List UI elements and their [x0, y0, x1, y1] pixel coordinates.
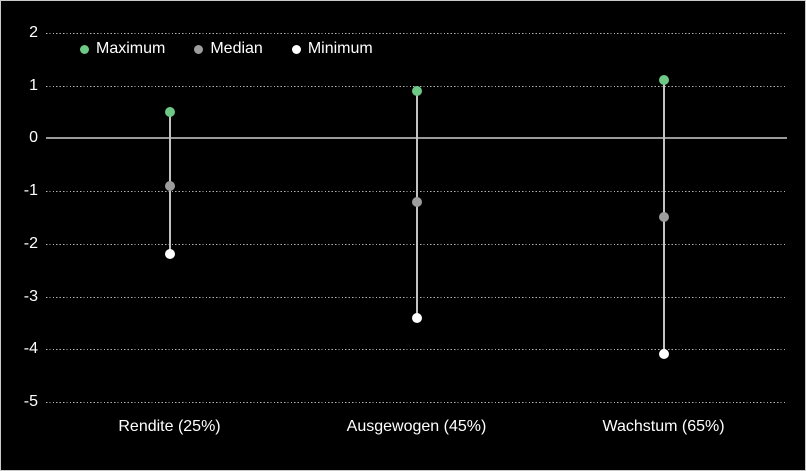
legend-item-median: Median — [194, 40, 263, 58]
data-point-minimum — [411, 312, 422, 323]
gridline — [46, 33, 787, 34]
y-tick-label: 2 — [29, 24, 38, 41]
data-point-minimum — [658, 349, 669, 360]
data-point-maximum — [411, 85, 422, 96]
data-point-median — [164, 180, 175, 191]
legend: Maximum Median Minimum — [80, 40, 373, 58]
y-tick-label: -4 — [23, 340, 38, 358]
y-tick-label: -1 — [23, 182, 38, 200]
data-point-maximum — [658, 75, 669, 86]
y-tick-label: -3 — [23, 287, 38, 305]
maximum-marker-icon — [80, 44, 89, 54]
legend-item-minimum: Minimum — [291, 40, 373, 58]
legend-label-median: Median — [210, 40, 263, 57]
data-point-minimum — [164, 249, 175, 260]
y-tick-label: 0 — [29, 129, 38, 147]
data-point-median — [411, 196, 422, 207]
median-marker-icon — [194, 44, 204, 54]
gridline — [46, 401, 787, 403]
category-label: Ausgewogen (45%) — [346, 418, 487, 435]
gridline — [46, 349, 787, 351]
legend-item-maximum: Maximum — [80, 40, 165, 58]
y-tick-label: 1 — [29, 76, 38, 94]
y-tick-label: -2 — [23, 234, 38, 252]
y-tick-label: -5 — [23, 392, 38, 410]
legend-label-maximum: Maximum — [96, 40, 166, 57]
legend-label-minimum: Minimum — [307, 40, 373, 57]
minimum-marker-icon — [291, 44, 301, 54]
data-point-median — [658, 212, 669, 223]
category-label: Rendite (25%) — [118, 418, 221, 435]
category-label: Wachstum (65%) — [602, 418, 725, 435]
data-point-maximum — [164, 107, 175, 118]
